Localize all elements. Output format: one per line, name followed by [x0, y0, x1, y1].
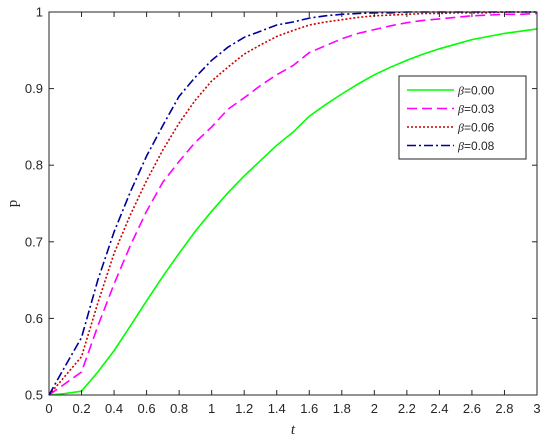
legend-beta-symbol: β — [457, 139, 464, 153]
x-tick-label: 2.4 — [430, 401, 448, 416]
x-tick-label: 2 — [371, 401, 378, 416]
x-tick-label: 2.2 — [398, 401, 416, 416]
legend-label: β=0.03 — [457, 102, 495, 116]
x-tick-label: 1.2 — [235, 401, 253, 416]
legend-label: β=0.00 — [457, 84, 495, 98]
legend-beta-symbol: β — [457, 84, 464, 98]
x-tick-label: 2.6 — [463, 401, 481, 416]
plot-frame — [48, 11, 538, 396]
y-tick-label: 0.9 — [25, 81, 43, 96]
series-line-2 — [48, 11, 537, 396]
series-line-1 — [48, 12, 538, 396]
legend-label: β=0.08 — [457, 139, 495, 153]
axes-layer: 0 0.2 0.4 0.6 0.8 1 1.2 1.4 1.6 1.8 2 2.2 2.4 2.6 2.8 3… — [25, 5, 541, 417]
series-line-0 — [48, 28, 538, 396]
x-tick-label: 0.6 — [138, 401, 156, 416]
x-tick-label: 1 — [208, 401, 215, 416]
x-tick-label: 1.6 — [300, 401, 318, 416]
y-axis-label: p — [5, 200, 21, 208]
x-tick-label: 0.2 — [72, 401, 90, 416]
legend-value: =0.06 — [464, 121, 495, 135]
y-tick-label: 0.7 — [25, 234, 43, 249]
y-tick-label: 1 — [36, 5, 43, 20]
x-tick-label: 0.4 — [105, 401, 123, 416]
y-tick-label: 0.6 — [25, 311, 43, 326]
legend-value: =0.03 — [464, 102, 495, 116]
y-tick-label: 0.8 — [25, 158, 43, 173]
legend: β=0.00β=0.03β=0.06β=0.08 — [398, 75, 527, 160]
x-tick-label: 3 — [533, 401, 540, 416]
y-tick-label: 0.5 — [25, 388, 43, 403]
legend-beta-symbol: β — [457, 121, 464, 135]
x-tick-label: 0.8 — [170, 401, 188, 416]
x-tick-label: 1.8 — [333, 401, 351, 416]
x-tick-label: 1.4 — [268, 401, 286, 416]
x-tick-label: 2.8 — [495, 401, 513, 416]
legend-value: =0.08 — [464, 139, 495, 153]
legend-label: β=0.06 — [457, 121, 495, 135]
x-tick-label: 0 — [45, 401, 52, 416]
x-axis-label: t — [291, 422, 296, 438]
legend-value: =0.00 — [464, 84, 495, 98]
legend-beta-symbol: β — [457, 102, 464, 116]
